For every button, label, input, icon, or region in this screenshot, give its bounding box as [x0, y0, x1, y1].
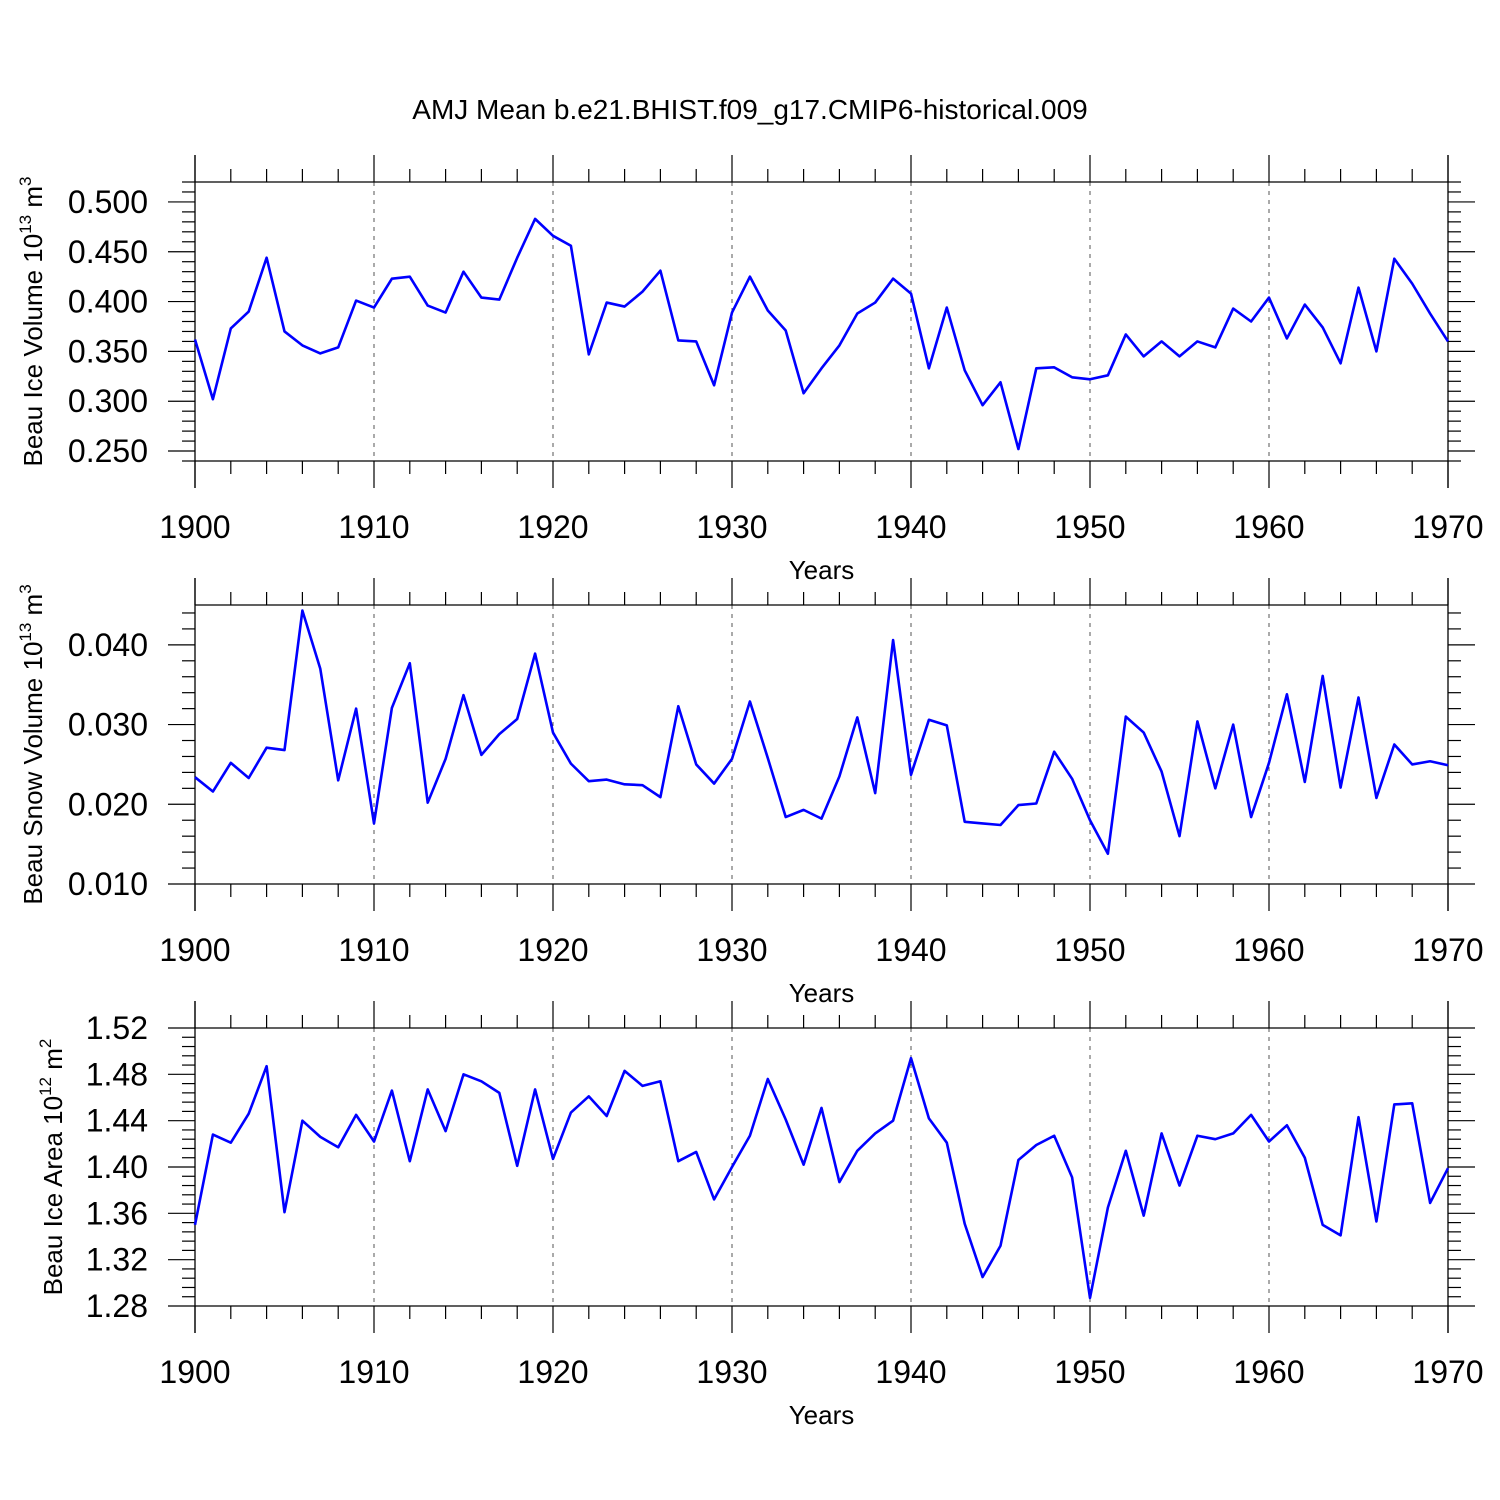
y-tick-label: 0.400 [68, 284, 148, 320]
x-tick-label: 1960 [1233, 1354, 1304, 1390]
panel-3: 1900 1910 1920 1930 1940 1950 1960 1970 1.28 1.32… [36, 1001, 1484, 1430]
x-axis-title: Years [789, 1400, 855, 1430]
y-tick-label: 0.040 [68, 627, 148, 663]
panel-2: 1900 1910 1920 1930 1940 1950 1960 1970 0.010 0.0… [16, 578, 1484, 1008]
y-tick-label: 0.350 [68, 333, 148, 369]
x-tick-label: 1940 [875, 932, 946, 968]
figure-title: AMJ Mean b.e21.BHIST.f09_g17.CMIP6-histo… [412, 94, 1087, 125]
x-tick-label: 1960 [1233, 932, 1304, 968]
y-axis-title: Beau Snow Volume 1013 m3 [16, 584, 48, 904]
y-tick-label: 0.010 [68, 866, 148, 902]
y-axis-title: Beau Ice Area 1012 m2 [36, 1039, 68, 1296]
y-tick-label: 1.44 [86, 1103, 148, 1139]
series-line [193, 217, 1450, 451]
x-tick-label: 1950 [1054, 932, 1125, 968]
x-tick-label: 1970 [1412, 1354, 1483, 1390]
x-tick-label: 1970 [1412, 509, 1483, 545]
x-tick-label: 1910 [338, 1354, 409, 1390]
x-tick-label: 1910 [338, 509, 409, 545]
y-tick-label: 0.020 [68, 786, 148, 822]
y-tick-label: 0.500 [68, 184, 148, 220]
y-tick-label: 0.450 [68, 234, 148, 270]
y-tick-label: 1.48 [86, 1056, 148, 1092]
y-tick-label: 1.52 [86, 1010, 148, 1046]
series-line [194, 609, 1449, 856]
panel-1: 1900 1910 1920 1930 1940 1950 1960 1970 0.250 0.3… [16, 155, 1484, 585]
x-tick-label: 1920 [517, 509, 588, 545]
x-tick-label: 1920 [517, 932, 588, 968]
x-tick-label: 1900 [159, 1354, 230, 1390]
y-tick-label: 1.28 [86, 1288, 148, 1324]
x-axis-title: Years [789, 978, 855, 1008]
x-tick-label: 1930 [696, 509, 767, 545]
x-tick-label: 1960 [1233, 509, 1304, 545]
y-tick-label: 1.40 [86, 1149, 148, 1185]
panels: 1900 1910 1920 1930 1940 1950 1960 1970 0.250 0.3… [16, 155, 1484, 1430]
x-tick-label: 1910 [338, 932, 409, 968]
y-tick-label: 0.030 [68, 707, 148, 743]
x-tick-label: 1950 [1054, 1354, 1125, 1390]
x-tick-label: 1900 [159, 509, 230, 545]
x-tick-label: 1920 [517, 1354, 588, 1390]
x-tick-label: 1900 [159, 932, 230, 968]
y-axis-title: Beau Ice Volume 1013 m3 [16, 177, 48, 467]
x-tick-label: 1950 [1054, 509, 1125, 545]
x-tick-label: 1940 [875, 509, 946, 545]
y-tick-label: 1.32 [86, 1242, 148, 1278]
x-tick-label: 1940 [875, 1354, 946, 1390]
y-tick-label: 0.300 [68, 383, 148, 419]
series-line [193, 1056, 1450, 1300]
y-tick-label: 1.36 [86, 1195, 148, 1231]
x-tick-label: 1930 [696, 1354, 767, 1390]
x-axis-title: Years [789, 555, 855, 585]
x-tick-label: 1970 [1412, 932, 1483, 968]
y-tick-label: 0.250 [68, 433, 148, 469]
x-tick-label: 1930 [696, 932, 767, 968]
